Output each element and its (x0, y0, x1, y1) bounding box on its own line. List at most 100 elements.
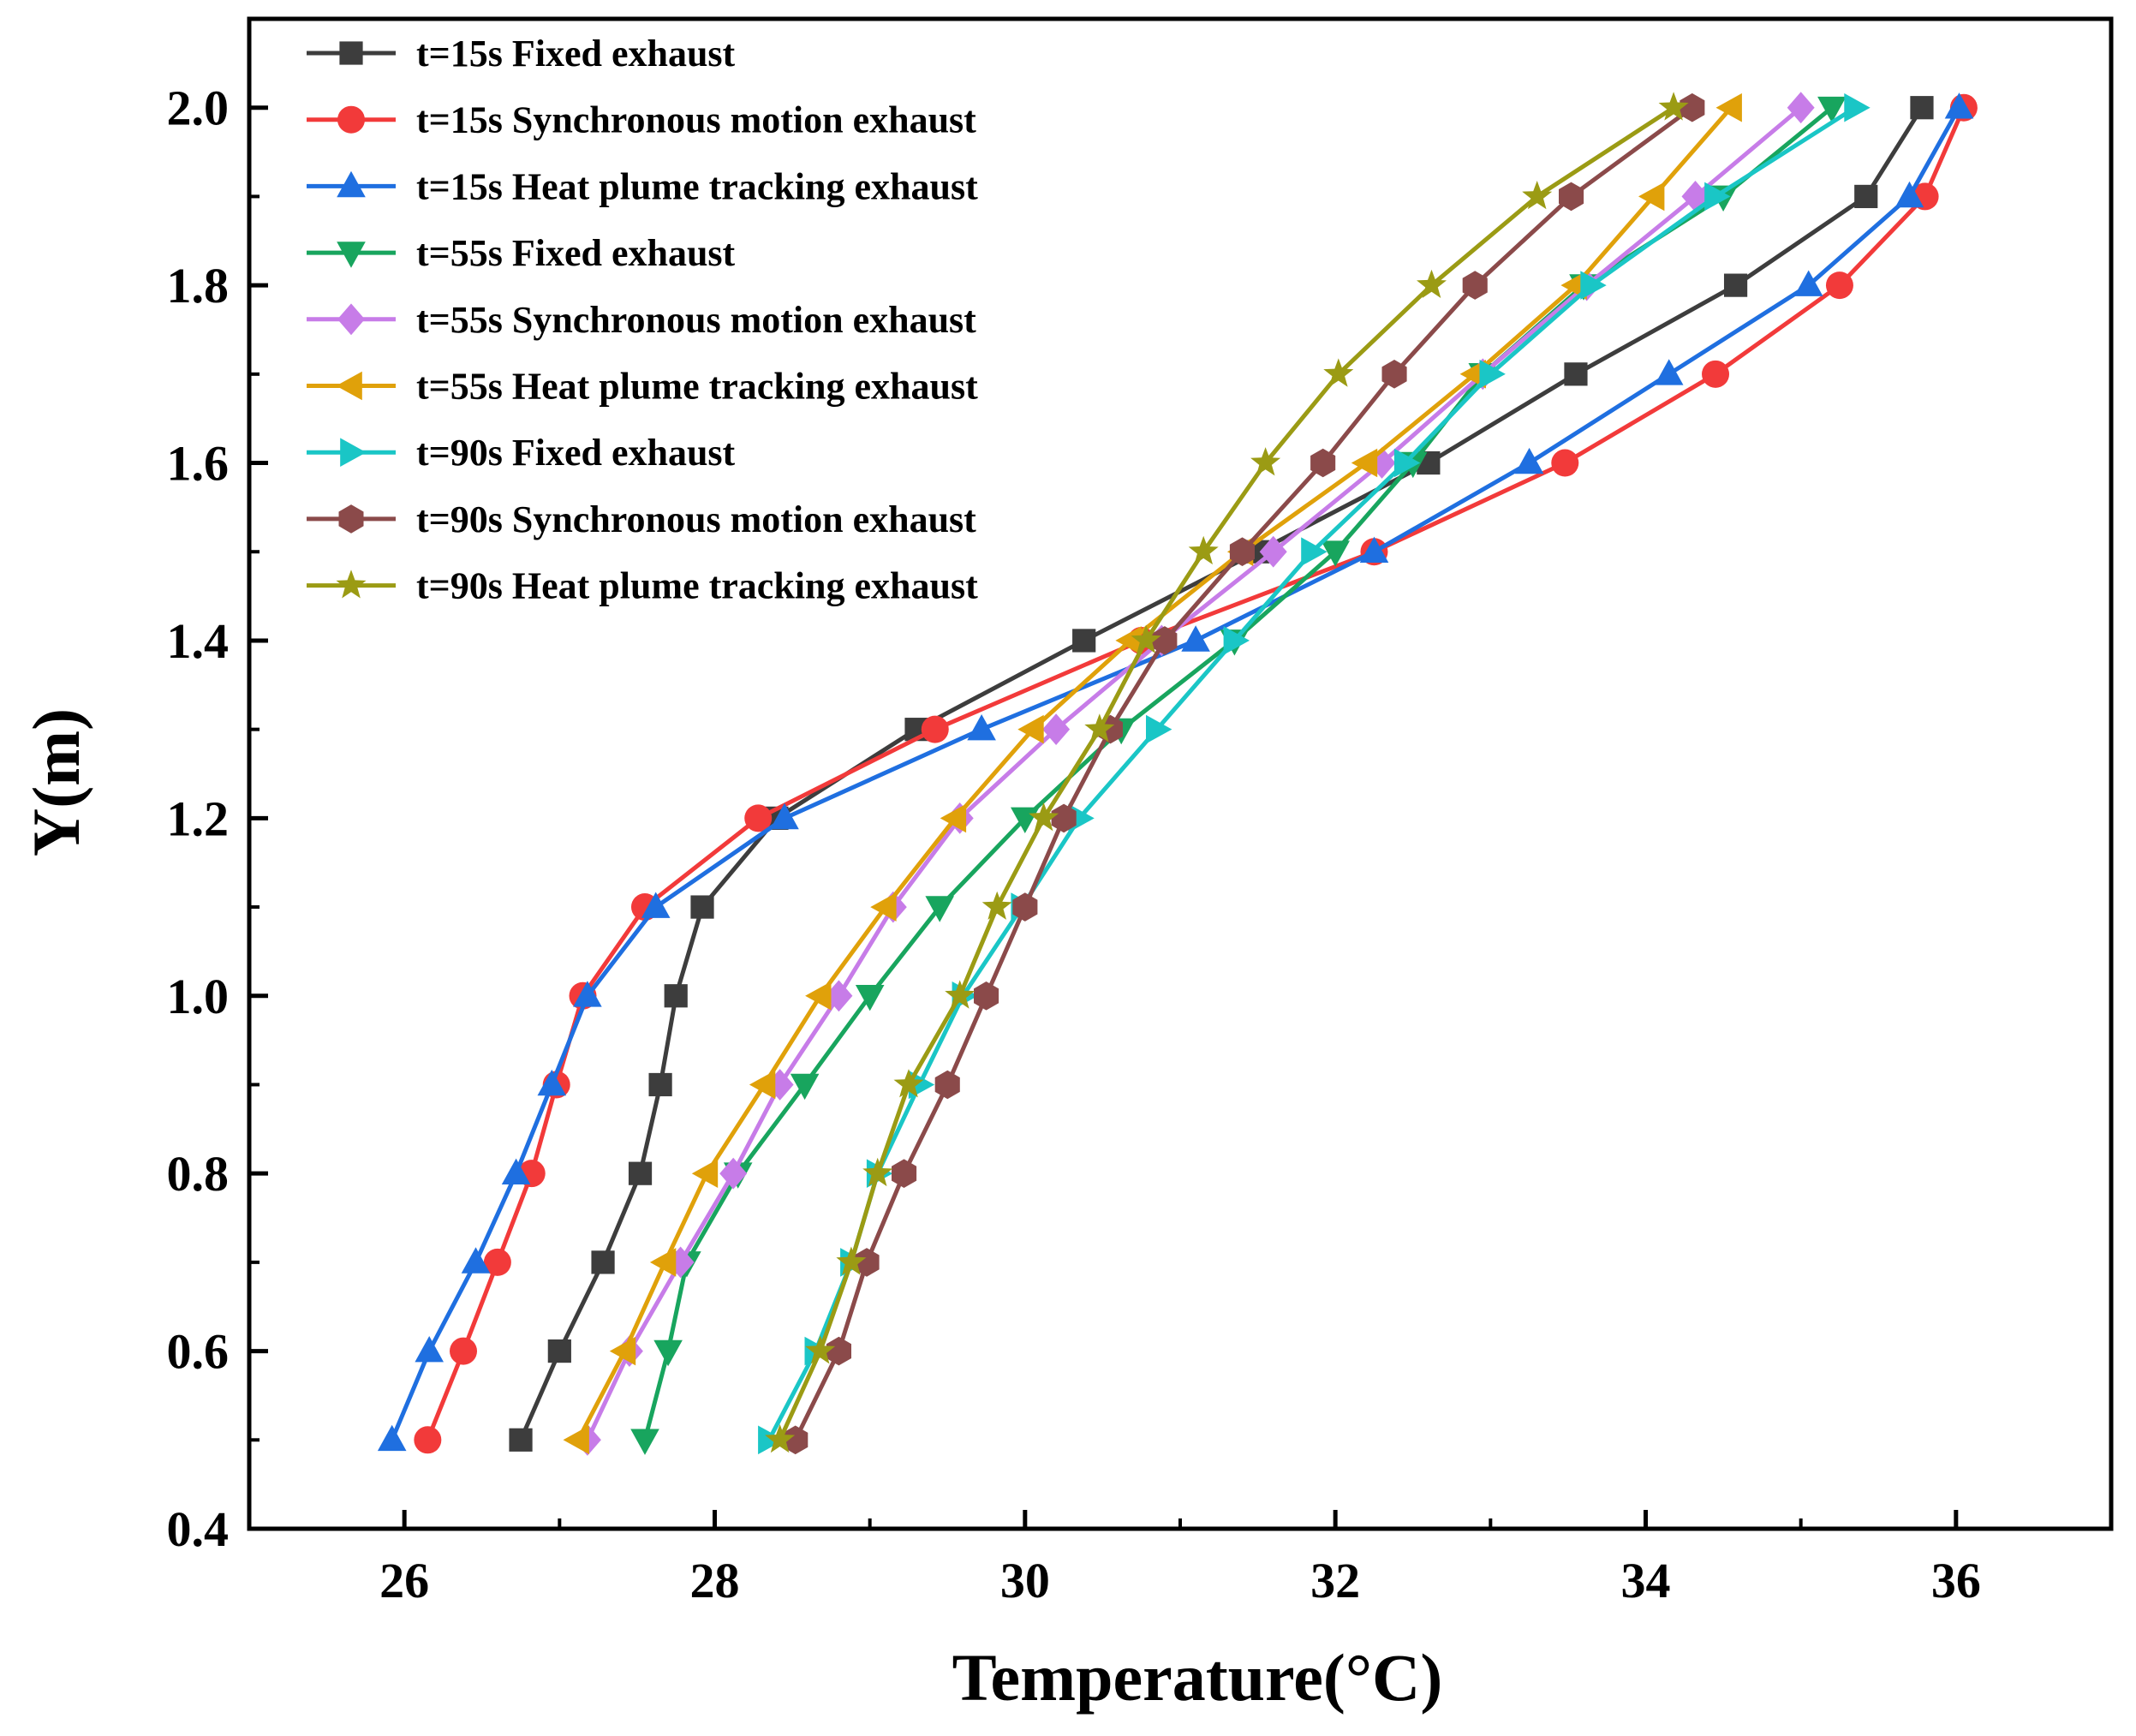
data-point (450, 1337, 478, 1365)
data-point (1012, 892, 1038, 922)
data-point (1551, 449, 1579, 477)
data-point (1323, 358, 1354, 387)
data-point (1462, 271, 1488, 300)
data-point (862, 1157, 893, 1187)
data-point (1702, 360, 1730, 388)
data-point (1051, 803, 1077, 833)
data-point (377, 1424, 407, 1452)
legend-entry: t=90s Heat plume tracking exhaust (307, 565, 978, 607)
data-point (1817, 96, 1847, 123)
data-point (1351, 448, 1378, 478)
data-point (1522, 181, 1553, 210)
data-point (783, 1425, 808, 1455)
data-point (1017, 714, 1044, 744)
legend-label: t=90s Heat plume tracking exhaust (416, 565, 978, 607)
data-point (790, 1073, 820, 1101)
y-tick-label: 0.4 (167, 1501, 230, 1557)
data-point (509, 1428, 533, 1452)
x-axis-title: Temperature(°C) (952, 1640, 1443, 1715)
data-point (563, 1425, 589, 1455)
data-point (691, 1159, 719, 1188)
legend-label: t=55s Fixed exhaust (416, 232, 736, 274)
legend-label: t=15s Synchronous motion exhaust (416, 99, 976, 141)
data-point (1393, 448, 1421, 478)
legend-marker (336, 371, 362, 401)
data-point (591, 1250, 615, 1274)
data-point (925, 896, 954, 922)
data-point (1152, 626, 1178, 655)
data-point (1359, 536, 1389, 563)
data-point (1564, 362, 1588, 386)
data-point (744, 804, 773, 832)
data-point (1131, 624, 1161, 653)
data-point (1680, 92, 1705, 122)
data-point (1681, 181, 1709, 212)
data-point (825, 980, 853, 1012)
data-point (641, 892, 671, 918)
data-point (1658, 92, 1689, 121)
y-tick-label: 1.4 (167, 613, 230, 669)
data-point (1715, 92, 1742, 122)
legend-entry: t=55s Fixed exhaust (307, 232, 736, 274)
data-point (1638, 182, 1665, 212)
data-point (573, 981, 602, 1007)
legend-entry: t=15s Synchronous motion exhaust (307, 99, 976, 141)
data-point (934, 1070, 960, 1100)
data-point (974, 981, 999, 1011)
series-line (778, 105, 1675, 1441)
legend-label: t=15s Fixed exhaust (416, 33, 736, 75)
x-tick-label: 30 (1000, 1553, 1050, 1608)
data-point (1910, 96, 1934, 120)
data-point (415, 1336, 444, 1363)
data-point (1188, 535, 1219, 565)
legend-marker (337, 105, 365, 134)
data-point (1115, 626, 1142, 655)
series-line (425, 106, 1966, 1441)
data-point (1793, 270, 1823, 296)
data-point (1459, 360, 1486, 389)
data-point (1301, 537, 1328, 566)
data-point (1181, 625, 1210, 652)
data-point (870, 892, 897, 922)
legend-entry: t=15s Heat plume tracking exhaust (307, 165, 978, 207)
data-point (414, 1426, 442, 1454)
legend-label: t=55s Synchronous motion exhaust (416, 299, 976, 341)
y-tick-label: 1.8 (167, 258, 230, 313)
data-point (501, 1158, 531, 1184)
data-point (461, 1247, 491, 1274)
legend-label: t=55s Heat plume tracking exhaust (416, 366, 978, 408)
data-point (648, 1072, 672, 1097)
data-point (1146, 714, 1172, 744)
x-tick-label: 26 (379, 1553, 429, 1608)
y-tick-label: 1.6 (167, 436, 230, 492)
data-point (854, 1248, 880, 1277)
data-point (1310, 448, 1336, 478)
series-line (585, 105, 1803, 1441)
data-point (537, 1069, 567, 1096)
data-point (630, 1429, 659, 1455)
y-tick-label: 1.2 (167, 790, 230, 846)
legend-marker (340, 438, 367, 467)
y-tick-label: 0.6 (167, 1324, 230, 1380)
legend-label: t=90s Synchronous motion exhaust (416, 498, 976, 540)
legend-entry: t=90s Fixed exhaust (307, 432, 736, 474)
data-point (664, 984, 688, 1008)
data-point (1250, 447, 1281, 476)
data-point (945, 980, 976, 1009)
legend-entry: t=90s Synchronous motion exhaust (307, 498, 976, 540)
data-point (892, 1159, 917, 1188)
data-point (1084, 713, 1115, 743)
ticks-layer: 26 28 30 32 34 36 0.4 0.6 0.8 1.0 1.2 1.4 1.6 1.8 2.0 (167, 81, 2113, 1608)
x-tick-label: 28 (690, 1553, 740, 1608)
legend: t=15s Fixed exhaust t=15s Synchronous mot… (307, 33, 978, 607)
x-tick-label: 34 (1621, 1553, 1671, 1608)
data-point (826, 1336, 851, 1366)
data-point (749, 1070, 776, 1100)
data-point (1479, 360, 1506, 389)
x-tick-label: 32 (1310, 1553, 1360, 1608)
y-axis-title: Y(m) (19, 708, 93, 856)
data-point (1514, 447, 1544, 474)
legend-marker (337, 303, 365, 336)
